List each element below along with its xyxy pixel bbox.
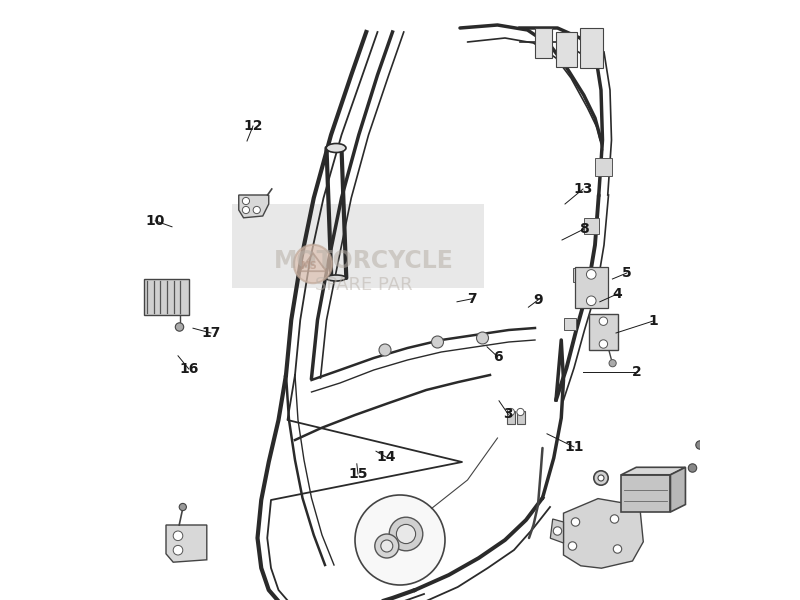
Text: 1: 1 [648, 314, 658, 328]
Circle shape [614, 545, 622, 553]
Polygon shape [166, 525, 206, 562]
Circle shape [374, 534, 398, 558]
Ellipse shape [326, 275, 346, 281]
Circle shape [173, 545, 182, 555]
Circle shape [609, 359, 616, 367]
Bar [507, 411, 515, 424]
Bar [143, 279, 189, 315]
Circle shape [703, 418, 712, 426]
Text: 12: 12 [243, 119, 262, 133]
Text: 14: 14 [377, 450, 396, 464]
Polygon shape [550, 519, 563, 543]
Text: 13: 13 [574, 182, 593, 196]
Bar [589, 314, 618, 350]
Bar [232, 204, 484, 288]
Bar [574, 267, 608, 308]
Circle shape [179, 503, 186, 511]
Text: 7: 7 [467, 292, 477, 306]
Circle shape [696, 441, 704, 449]
Circle shape [571, 518, 580, 526]
Text: 4: 4 [612, 287, 622, 301]
Circle shape [389, 517, 422, 551]
Text: 9: 9 [533, 293, 543, 307]
Text: 5: 5 [622, 266, 632, 280]
Text: 10: 10 [146, 214, 165, 228]
Circle shape [598, 475, 604, 481]
Circle shape [507, 409, 514, 416]
Polygon shape [563, 499, 643, 568]
Circle shape [294, 245, 332, 283]
Circle shape [517, 409, 524, 416]
Circle shape [381, 540, 393, 552]
Circle shape [594, 471, 608, 485]
Circle shape [355, 495, 445, 585]
Bar [573, 268, 586, 282]
Polygon shape [622, 467, 686, 475]
Bar [563, 318, 575, 330]
Circle shape [477, 332, 489, 344]
Circle shape [173, 531, 182, 541]
Circle shape [242, 206, 250, 214]
Circle shape [554, 527, 562, 535]
Circle shape [610, 515, 618, 523]
Circle shape [397, 524, 416, 544]
Ellipse shape [326, 143, 346, 152]
Circle shape [253, 206, 260, 214]
Circle shape [688, 464, 697, 472]
Circle shape [568, 542, 577, 550]
Bar [595, 158, 611, 176]
Text: 17: 17 [202, 326, 221, 340]
Text: 11: 11 [564, 440, 584, 454]
Circle shape [379, 344, 391, 356]
Circle shape [175, 323, 184, 331]
Text: SPARE PAR: SPARE PAR [315, 276, 413, 294]
Circle shape [599, 340, 608, 348]
Polygon shape [622, 475, 670, 512]
Bar [556, 32, 577, 67]
Text: 15: 15 [348, 467, 368, 481]
Circle shape [599, 317, 608, 325]
Text: MS: MS [300, 262, 317, 271]
Text: 6: 6 [493, 350, 502, 364]
Circle shape [242, 197, 250, 205]
Bar [517, 411, 525, 424]
Circle shape [586, 296, 596, 305]
Text: 2: 2 [632, 365, 642, 379]
Bar [535, 28, 551, 58]
Text: MOTORCYCLE: MOTORCYCLE [274, 249, 454, 273]
Circle shape [586, 269, 596, 279]
Circle shape [431, 336, 443, 348]
Text: 8: 8 [578, 222, 589, 236]
Bar [580, 28, 602, 68]
Polygon shape [238, 195, 269, 218]
Bar [584, 218, 598, 234]
Text: 16: 16 [179, 362, 198, 376]
Text: 3: 3 [503, 407, 513, 421]
Polygon shape [670, 467, 686, 512]
